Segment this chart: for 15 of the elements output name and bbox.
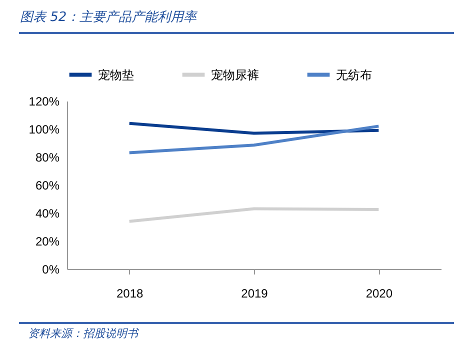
text: 资料来源：招股说明书 bbox=[28, 326, 138, 341]
x-tick-label: 2019 bbox=[241, 286, 268, 300]
x-tick-label: 2018 bbox=[116, 286, 144, 300]
y-tick-label: 60% bbox=[35, 178, 60, 192]
legend-label: 无纺布 bbox=[336, 68, 372, 82]
y-tick-label: 80% bbox=[35, 150, 60, 164]
x-tick-label: 2020 bbox=[366, 286, 393, 300]
y-tick-label: 20% bbox=[35, 234, 60, 248]
y-tick-label: 100% bbox=[28, 122, 60, 136]
chart-title: 图表 52：主要产品产能利用率 bbox=[20, 9, 197, 26]
legend-label: 宠物垫 bbox=[98, 68, 134, 82]
y-tick-label: 120% bbox=[28, 94, 60, 108]
legend-label: 宠物尿裤 bbox=[211, 68, 259, 82]
y-tick-label: 0% bbox=[42, 262, 60, 276]
y-tick-label: 40% bbox=[35, 206, 60, 220]
